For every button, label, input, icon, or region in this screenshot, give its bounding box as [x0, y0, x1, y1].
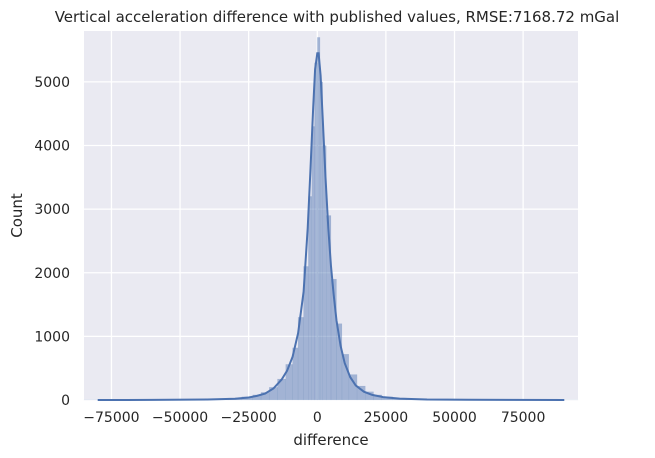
histogram-bar [317, 37, 321, 401]
histogram-bar [314, 62, 318, 401]
y-tick-label: 2000 [34, 266, 70, 282]
y-tick-label: 3000 [34, 202, 70, 218]
y-axis-label: Count [8, 193, 26, 238]
x-tick-label: −75000 [83, 410, 139, 426]
histogram-bar [260, 392, 270, 401]
histogram-bar [311, 126, 315, 401]
y-tick-label: 1000 [34, 329, 70, 345]
y-tick-label: 4000 [34, 139, 70, 155]
x-tick-labels: −75000 −50000 −25000 0 25000 50000 75000 [83, 410, 545, 426]
x-tick-label: 50000 [432, 410, 477, 426]
x-tick-label: −50000 [152, 410, 208, 426]
y-tick-label: 5000 [34, 75, 70, 91]
x-axis-label: difference [293, 431, 368, 449]
kde-line [97, 52, 565, 401]
histogram-bar [336, 323, 343, 401]
histogram-bar [330, 278, 337, 401]
chart-title: Vertical acceleration difference with pu… [55, 8, 620, 26]
x-tick-label: −25000 [221, 410, 277, 426]
y-tick-labels: 0 1000 2000 3000 4000 5000 [34, 75, 70, 409]
histogram-bar [341, 353, 350, 401]
plot-background [84, 31, 578, 400]
histogram-bar [308, 196, 312, 401]
x-tick-label: 0 [313, 410, 322, 426]
x-tick-label: 25000 [364, 410, 409, 426]
y-tick-label: 0 [61, 393, 70, 409]
x-tick-label: 75000 [501, 410, 546, 426]
